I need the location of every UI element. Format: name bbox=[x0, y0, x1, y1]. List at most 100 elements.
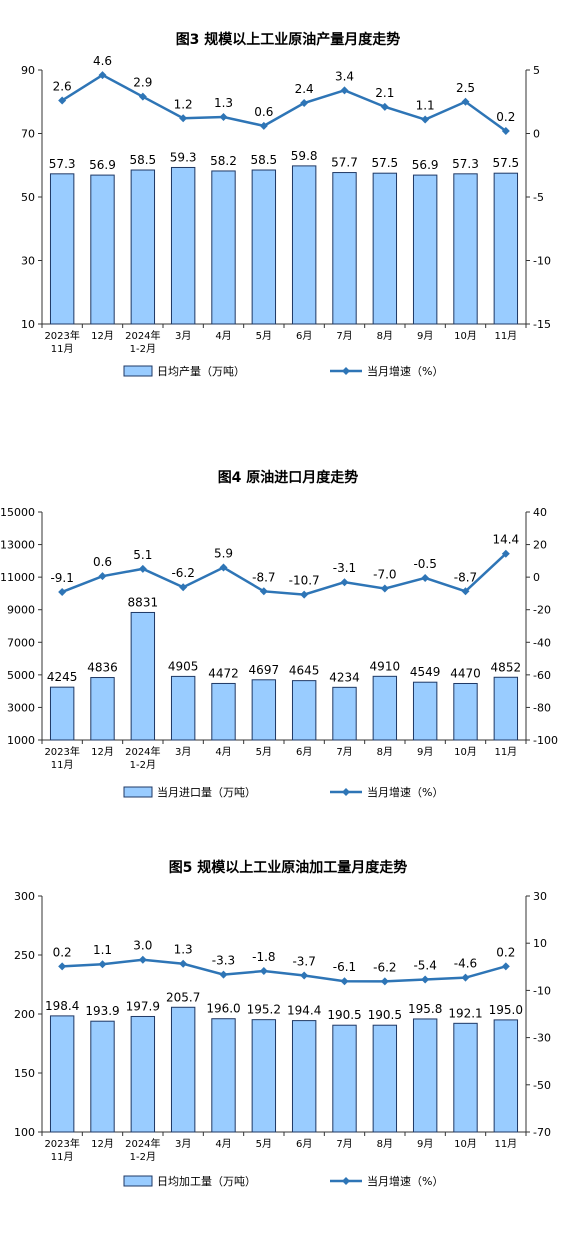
bar-value-label: 56.9 bbox=[89, 158, 116, 172]
y-left-tick-label: 15000 bbox=[0, 506, 35, 519]
line-value-label: 2.6 bbox=[53, 79, 72, 93]
line-point bbox=[300, 971, 309, 980]
line-value-label: -3.3 bbox=[212, 954, 235, 968]
line-point bbox=[259, 967, 268, 976]
bar bbox=[130, 611, 156, 741]
x-tick-label: 12月 bbox=[91, 330, 114, 342]
bar-value-label: 192.1 bbox=[448, 1006, 482, 1020]
line-value-label: 2.1 bbox=[375, 86, 394, 100]
legend-line-marker bbox=[342, 788, 350, 796]
line-point bbox=[380, 584, 389, 593]
x-tick-label: 2024年 bbox=[125, 745, 160, 758]
line-point bbox=[380, 102, 389, 111]
line-value-label: -1.8 bbox=[252, 950, 275, 964]
line-point bbox=[58, 587, 67, 596]
y-left-tick-label: 9000 bbox=[7, 604, 35, 617]
bar-value-label: 198.4 bbox=[45, 999, 79, 1013]
bar bbox=[493, 1019, 519, 1133]
line-value-label: 0.2 bbox=[496, 945, 515, 959]
x-tick-label: 6月 bbox=[296, 330, 312, 342]
line-point bbox=[179, 583, 188, 592]
line-point bbox=[501, 962, 510, 971]
x-tick-label: 11月 bbox=[494, 1138, 517, 1150]
growth-line bbox=[62, 958, 507, 983]
x-tick-label: 10月 bbox=[454, 746, 477, 758]
x-tick-label: 2023年 bbox=[44, 1137, 79, 1150]
line-point bbox=[98, 960, 107, 969]
x-tick-label: 6月 bbox=[296, 1138, 312, 1150]
line-point bbox=[300, 99, 309, 108]
line-point bbox=[340, 977, 349, 986]
bar-value-label: 57.5 bbox=[492, 156, 519, 170]
legend-line-marker bbox=[342, 1177, 350, 1185]
bar bbox=[493, 172, 519, 325]
x-tick-label: 9月 bbox=[417, 746, 433, 758]
x-tick-label: 11月 bbox=[51, 759, 74, 771]
line-value-label: 0.2 bbox=[53, 945, 72, 959]
y-right-tick-label: 10 bbox=[533, 937, 547, 950]
bar-value-label: 194.4 bbox=[287, 1004, 321, 1018]
x-tick-label: 3月 bbox=[175, 330, 191, 342]
y-right-tick-label: -40 bbox=[533, 636, 551, 649]
bar bbox=[251, 169, 277, 325]
bar-value-label: 195.2 bbox=[247, 1003, 281, 1017]
x-tick-label: 6月 bbox=[296, 746, 312, 758]
y-left-tick-label: 90 bbox=[21, 64, 35, 77]
bar-value-label: 205.7 bbox=[166, 990, 200, 1004]
legend-bar-label: 当月进口量（万吨） bbox=[157, 785, 256, 799]
y-left-tick-label: 50 bbox=[21, 191, 35, 204]
x-tick-label: 11月 bbox=[494, 330, 517, 342]
bar bbox=[412, 174, 438, 325]
bar bbox=[453, 1022, 478, 1133]
line-value-label: 3.4 bbox=[335, 69, 354, 83]
line-point bbox=[138, 955, 147, 964]
line-value-label: -7.0 bbox=[373, 568, 396, 582]
line-point bbox=[340, 578, 349, 587]
bar bbox=[412, 1018, 438, 1133]
legend-bar-swatch bbox=[123, 365, 153, 377]
bar-value-label: 58.5 bbox=[250, 153, 277, 167]
y-left-tick-label: 1000 bbox=[7, 734, 35, 747]
y-left-tick-label: 13000 bbox=[0, 539, 35, 552]
bar bbox=[170, 166, 196, 325]
x-tick-label: 10月 bbox=[454, 330, 477, 342]
y-left-tick-label: 30 bbox=[21, 255, 35, 268]
x-tick-label: 5月 bbox=[256, 330, 272, 342]
bar bbox=[130, 1015, 156, 1133]
x-tick-label: 2024年 bbox=[125, 329, 160, 342]
y-right-tick-label: 30 bbox=[533, 890, 547, 903]
bar-value-label: 56.9 bbox=[412, 158, 439, 172]
bar bbox=[49, 173, 75, 325]
bar bbox=[332, 1024, 357, 1133]
y-right-tick-label: 0 bbox=[533, 128, 540, 141]
x-tick-label: 12月 bbox=[91, 1138, 114, 1150]
x-tick-label: 8月 bbox=[377, 1138, 393, 1150]
bar-value-label: 195.8 bbox=[408, 1002, 442, 1016]
x-tick-label: 9月 bbox=[417, 1138, 433, 1150]
line-value-label: 5.1 bbox=[133, 548, 152, 562]
y-left-tick-label: 7000 bbox=[7, 636, 35, 649]
bar bbox=[211, 1018, 236, 1133]
bar bbox=[251, 1019, 277, 1133]
x-tick-label: 10月 bbox=[454, 1138, 477, 1150]
chart-title: 图4 原油进口月度走势 bbox=[218, 469, 359, 486]
y-right-tick-label: -10 bbox=[533, 984, 551, 997]
legend-bar-swatch bbox=[123, 1175, 153, 1187]
y-left-tick-label: 3000 bbox=[7, 701, 35, 714]
bar-value-label: 58.2 bbox=[210, 154, 237, 168]
line-point bbox=[380, 977, 389, 986]
y-left-tick-label: 10 bbox=[21, 318, 35, 331]
line-value-label: -8.7 bbox=[454, 570, 477, 584]
line-point bbox=[58, 96, 67, 105]
bar bbox=[90, 677, 115, 741]
bar-value-label: 59.8 bbox=[291, 149, 318, 163]
y-left-tick-label: 70 bbox=[21, 128, 35, 141]
chart-crude-production: 图3 规模以上工业原油产量月度走势 10 30 50 70 90 -15 -10 -5 0 5 202… bbox=[21, 31, 551, 378]
x-tick-label: 3月 bbox=[175, 746, 191, 758]
bar bbox=[211, 682, 236, 741]
bar-value-label: 4470 bbox=[450, 666, 481, 680]
bar bbox=[372, 675, 398, 741]
chart-title: 图3 规模以上工业原油产量月度走势 bbox=[176, 31, 401, 48]
bar-value-label: 197.9 bbox=[126, 999, 160, 1013]
line-point bbox=[58, 962, 67, 971]
